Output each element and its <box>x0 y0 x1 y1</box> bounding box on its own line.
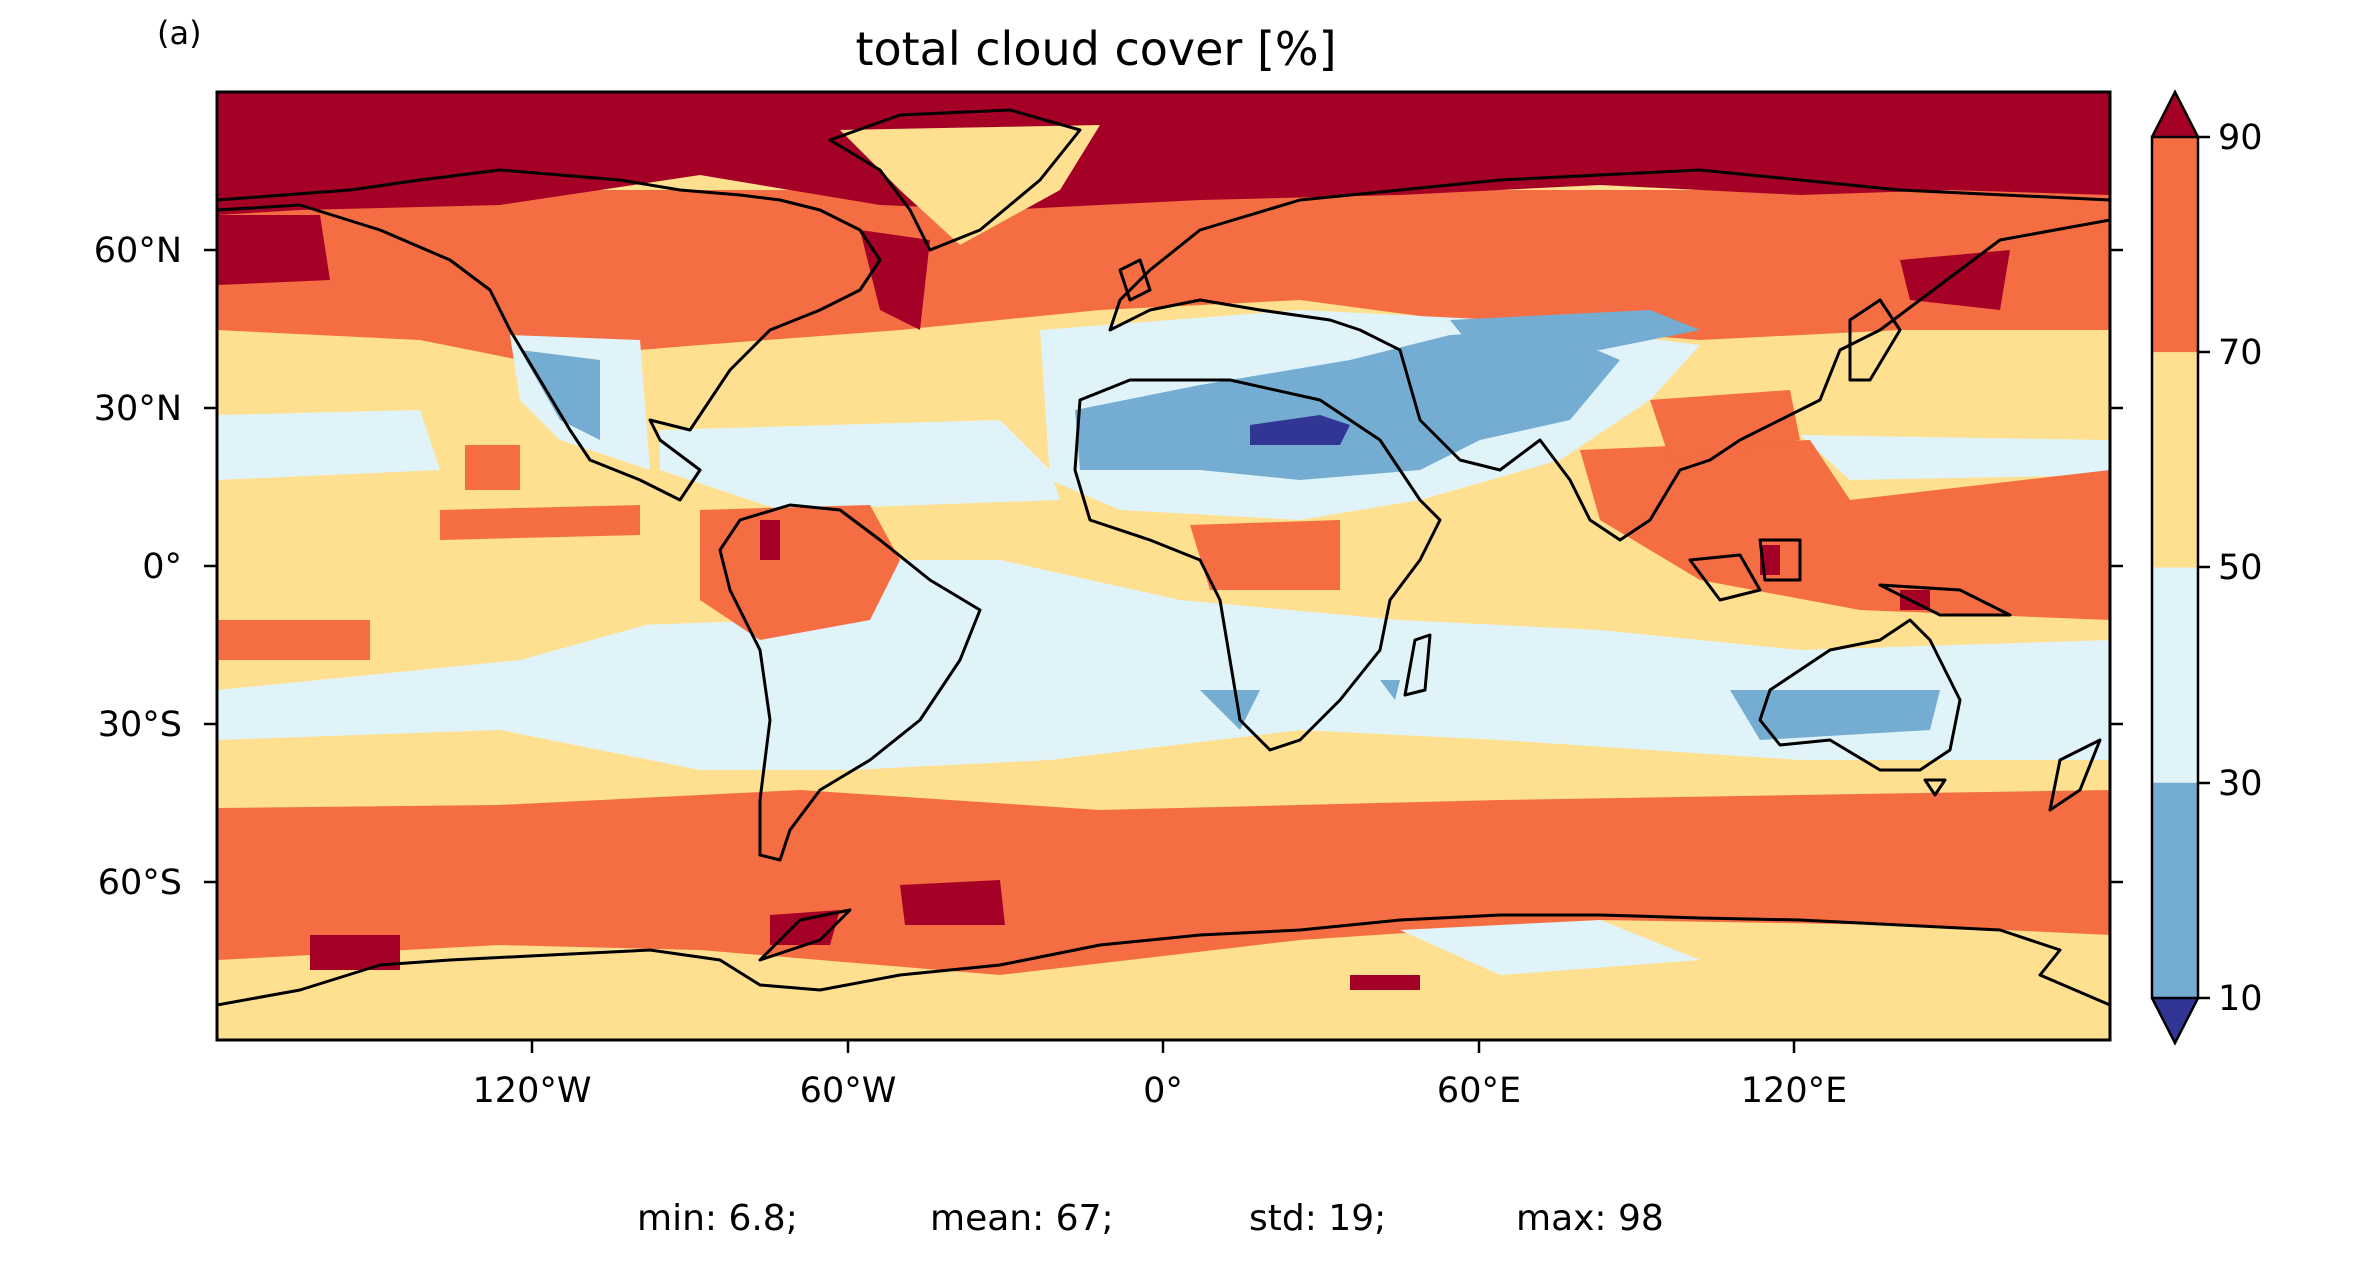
cloud-field <box>217 92 2110 1040</box>
cloud-band-10-30-centralasia <box>1450 310 1700 350</box>
colorbar-bin-0-10 <box>2152 998 2198 1043</box>
colorbar-bins <box>2152 92 2198 1043</box>
colorbar-bin-50-70 <box>2152 352 2198 568</box>
madagascar-coast <box>1403 633 1432 697</box>
cloud-band-30-50-npac <box>217 410 440 480</box>
cloud-band-70-90-spcz <box>217 620 370 660</box>
africa-coast <box>1073 378 1442 752</box>
cloud-band-30-50-natl <box>660 420 1060 510</box>
australia-coast <box>1758 618 1962 772</box>
colorbar-bin-70-90 <box>2152 137 2198 353</box>
cloud-band-below-10-egypt <box>1250 415 1350 445</box>
sumatra-coast <box>1688 553 1762 602</box>
tasmania-coast <box>1923 778 1947 797</box>
cloud-band-90-southatlantic <box>900 880 1005 925</box>
cloud-band-90-borneo <box>1760 545 1780 575</box>
cloud-band-70-90-congo <box>1190 520 1340 590</box>
cloud-band-50-70-greenland <box>840 125 1100 245</box>
cloud-band-90-alaska <box>217 215 330 285</box>
cloud-band-30-50-wpac <box>1800 435 2110 480</box>
stat-mean: mean: 67; <box>930 1198 1114 1239</box>
north-america-coast <box>217 168 882 502</box>
newguinea-coast <box>1878 583 2012 617</box>
colorbar-tick-30: 30 <box>2218 764 2263 804</box>
japan-coast <box>1848 298 1902 382</box>
lon-label-60w: 60°W <box>800 1071 897 1111</box>
lat-label-60s: 60°S <box>98 863 182 903</box>
cloud-band-10-30-australia <box>1730 690 1940 740</box>
lat-label-30s: 30°S <box>98 705 182 745</box>
lon-label-120e: 120°E <box>1741 1071 1847 1111</box>
colorbar-bin-10-30 <box>2152 782 2198 998</box>
colorbar-bin-30-50 <box>2152 567 2198 783</box>
stat-max: max: 98 <box>1516 1198 1664 1239</box>
cloud-band-10-30-mexico <box>520 350 600 440</box>
cloud-band-10-30-madagascar <box>1380 680 1400 700</box>
lat-label-60n: 60°N <box>94 231 182 271</box>
lat-label-30n: 30°N <box>94 389 182 429</box>
cloud-band-70-90-indonesia <box>1580 440 2110 620</box>
cloud-band-90-ross <box>310 935 400 970</box>
cloud-band-70-90-itcz-epac <box>440 505 640 540</box>
greenland-coast <box>828 108 1082 252</box>
colorbar: 90 70 50 30 10 <box>2150 89 2263 1046</box>
cloud-band-90-andes <box>760 520 780 560</box>
colorbar-tick-10: 10 <box>2218 979 2263 1019</box>
colorbar-tick-50: 50 <box>2218 548 2263 588</box>
cloud-band-70-90-hawaii <box>465 445 520 490</box>
lon-axis: 120°W 60°W 0° 60°E 120°E <box>473 1040 1847 1111</box>
coastlines <box>217 108 2110 1007</box>
britain-coast <box>1118 258 1152 302</box>
colorbar-bin-90-100 <box>2152 92 2198 137</box>
cloud-band-90-eantarctica <box>1350 975 1420 990</box>
panel-label: (a) <box>157 14 202 52</box>
south-america-coast <box>718 503 982 862</box>
lon-label-60e: 60°E <box>1437 1071 1521 1111</box>
lat-label-0: 0° <box>142 547 182 587</box>
lon-label-0: 0° <box>1143 1071 1183 1111</box>
colorbar-tick-90: 90 <box>2218 118 2263 158</box>
eurasia-coast <box>1108 168 2110 542</box>
cloud-band-70-90-china <box>1650 390 1800 460</box>
lon-label-120w: 120°W <box>473 1071 592 1111</box>
lat-axis: 60°N 30°N 0° 30°S 60°S <box>94 231 2123 903</box>
cloud-band-90-north <box>217 92 2110 215</box>
map-title-text: total cloud cover [%] <box>855 22 1337 76</box>
colorbar-tick-70: 70 <box>2218 333 2263 373</box>
stat-min: min: 6.8; <box>637 1198 798 1239</box>
cloud-band-30-50-south <box>217 560 2110 770</box>
cloud-band-30-50-antarctica <box>1400 920 1700 975</box>
antarctica-coast <box>217 913 2110 1007</box>
newzealand-coast <box>2048 738 2102 812</box>
map-title: total cloud cover [%] <box>0 22 2362 76</box>
antarctic-peninsula-coast <box>758 908 852 962</box>
cloud-band-10-30-kalahari <box>1200 690 1260 730</box>
borneo-coast <box>1758 538 1802 582</box>
cloud-band-10-30-sahara-arabia <box>1075 330 1620 480</box>
stat-std: std: 19; <box>1249 1198 1387 1239</box>
cloud-band-70-90-amazon <box>700 505 900 640</box>
